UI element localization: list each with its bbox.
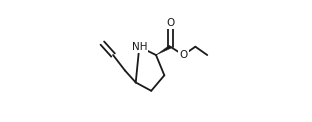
- Text: O: O: [166, 18, 174, 28]
- Text: NH: NH: [132, 42, 147, 52]
- Polygon shape: [156, 45, 171, 55]
- Text: O: O: [179, 50, 188, 60]
